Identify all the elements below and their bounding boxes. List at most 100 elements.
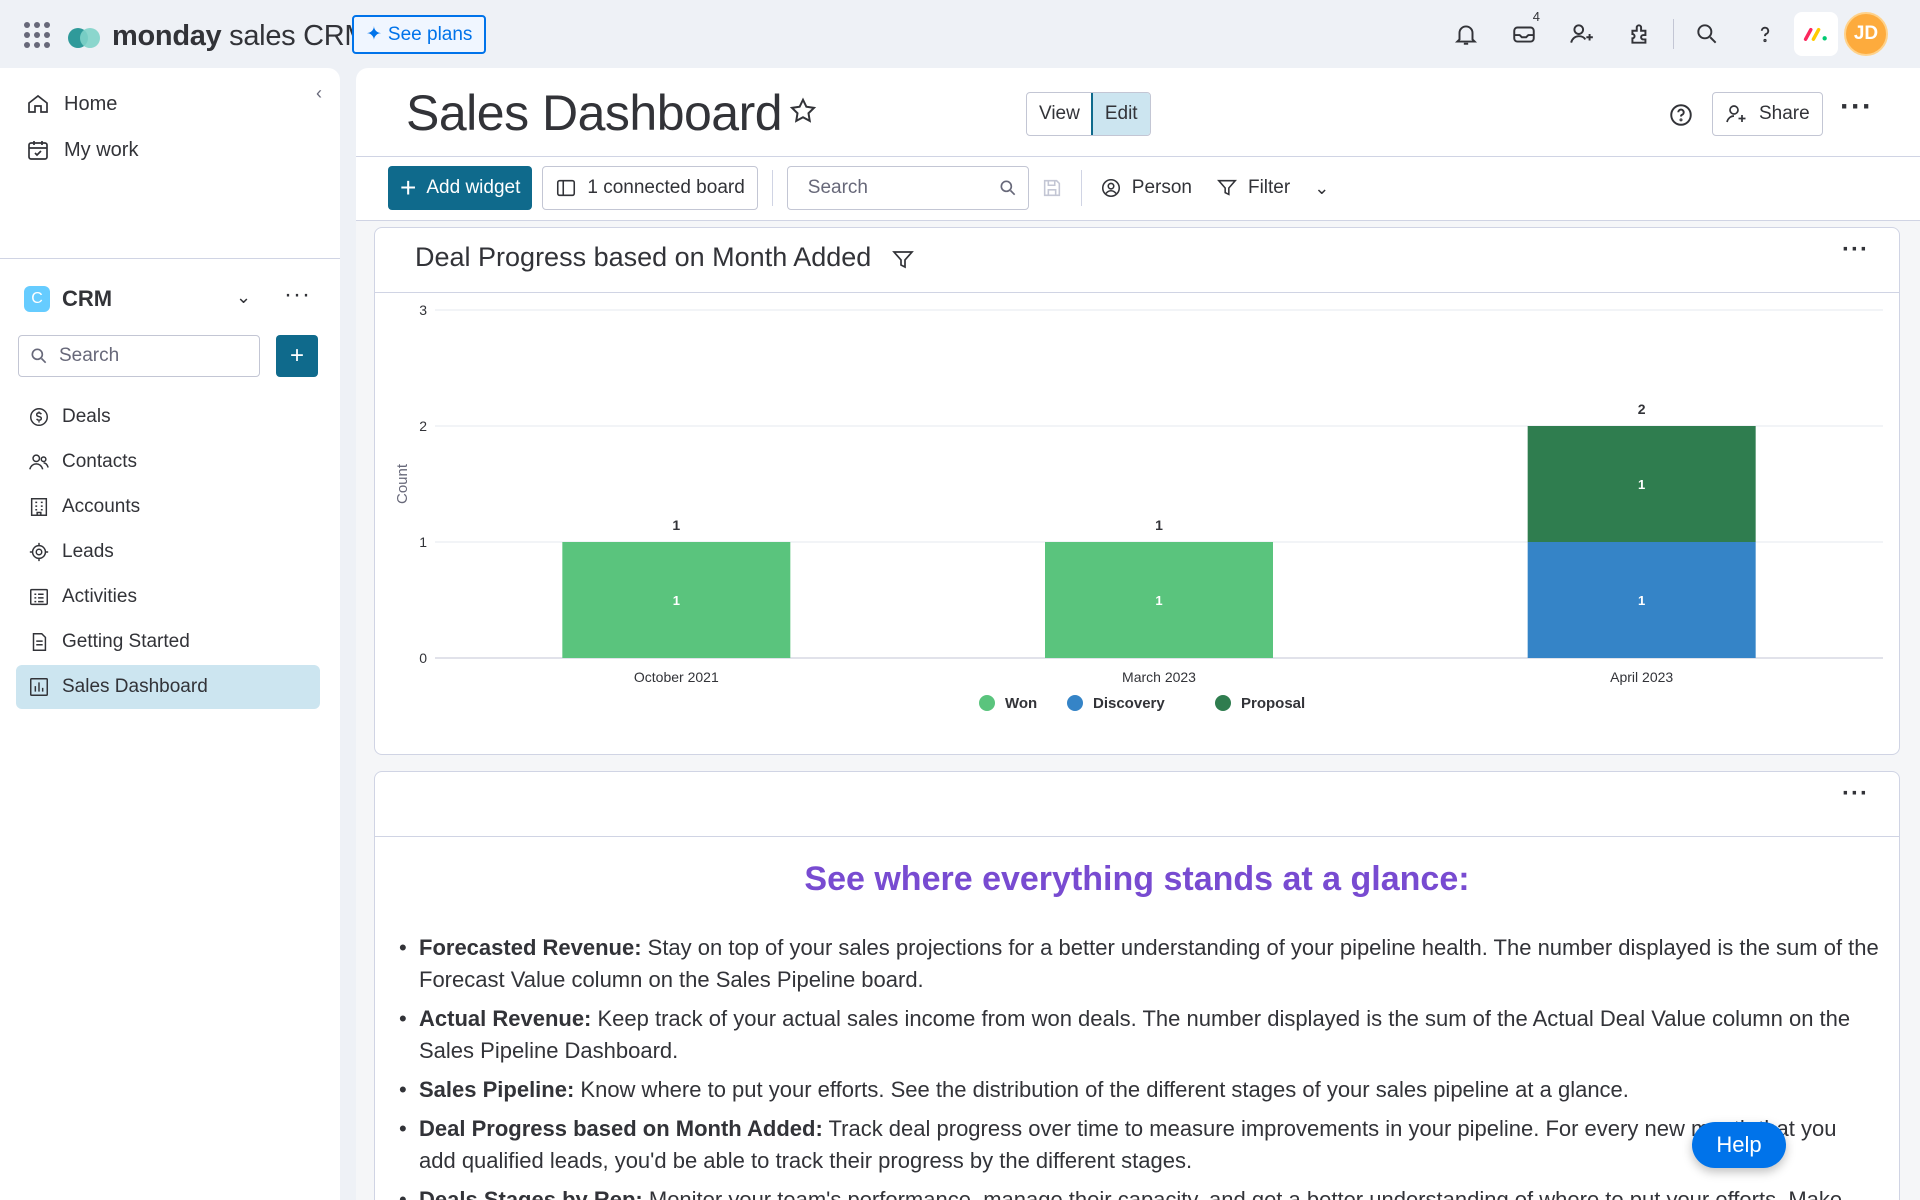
help-button[interactable]: Help xyxy=(1692,1122,1786,1168)
x-tick-label: October 2021 xyxy=(634,669,719,685)
bar-total-label: 2 xyxy=(1638,401,1646,417)
star-icon[interactable] xyxy=(788,96,818,126)
widget-more-icon[interactable]: ··· xyxy=(1842,780,1869,807)
text-widget: ··· See where everything stands at a gla… xyxy=(374,771,1900,1200)
chevron-left-icon: ‹ xyxy=(316,82,322,103)
more-options-icon[interactable]: ··· xyxy=(284,281,311,308)
divider xyxy=(375,292,1899,293)
y-tick-label: 0 xyxy=(419,650,427,666)
inbox-icon[interactable]: 4 xyxy=(1495,0,1553,68)
sidebar-item-getting-started[interactable]: Getting Started xyxy=(16,620,320,664)
integrations-icon[interactable] xyxy=(1611,0,1669,68)
contacts-icon xyxy=(29,454,49,470)
legend-label: Proposal xyxy=(1241,695,1305,712)
filter-icon[interactable] xyxy=(891,248,915,272)
apps-grid-icon[interactable] xyxy=(24,22,50,48)
share-person-icon xyxy=(1726,105,1746,123)
inbox-badge: 4 xyxy=(1529,9,1543,24)
help-icon[interactable] xyxy=(1736,0,1794,68)
sidebar-item-deals[interactable]: Deals xyxy=(16,395,320,439)
plus-icon: + xyxy=(400,172,417,203)
list-item: Actual Revenue: Keep track of your actua… xyxy=(399,1003,1879,1067)
divider xyxy=(375,836,1899,837)
search-icon xyxy=(1000,180,1016,196)
chevron-down-icon[interactable]: ⌄ xyxy=(1314,177,1330,198)
bar-segment-label: 1 xyxy=(1155,593,1162,608)
sidebar-item-leads[interactable]: Leads xyxy=(16,530,320,574)
workspace-selector[interactable]: C CRM ⌄ ··· xyxy=(24,281,324,317)
bar-segment-label: 1 xyxy=(1638,477,1645,492)
add-item-button[interactable]: + xyxy=(276,335,318,377)
top-icons: 4 JD xyxy=(1437,0,1920,68)
divider xyxy=(771,170,773,206)
filter-button[interactable]: Filter ⌄ xyxy=(1204,177,1341,199)
bar-segment xyxy=(1527,426,1756,542)
sidebar-item-contacts[interactable]: Contacts xyxy=(16,440,320,484)
bar-segment-label: 1 xyxy=(1638,593,1645,608)
sidebar-search-input[interactable]: Search xyxy=(18,335,260,377)
filter-icon xyxy=(1217,179,1237,196)
widget-title[interactable]: Deal Progress based on Month Added xyxy=(415,242,872,272)
list-item: Sales Pipeline: Know where to put your e… xyxy=(399,1074,1879,1106)
divider xyxy=(1080,170,1082,206)
y-axis-label: Count xyxy=(394,463,411,504)
monday-apps-icon[interactable] xyxy=(1794,12,1838,56)
bar-total-label: 1 xyxy=(672,517,680,533)
text-widget-heading: See where everything stands at a glance: xyxy=(804,860,1470,898)
brand-name: monday sales CRM xyxy=(112,20,369,52)
save-view-button[interactable] xyxy=(1029,177,1075,199)
legend-marker xyxy=(979,695,995,711)
legend-marker xyxy=(1067,695,1083,711)
calendar-check-icon xyxy=(28,141,48,160)
collapse-sidebar-button[interactable]: ‹ xyxy=(300,72,338,114)
sidebar-item-accounts[interactable]: Accounts xyxy=(16,485,320,529)
bar-total-label: 1 xyxy=(1155,517,1163,533)
invite-icon[interactable] xyxy=(1553,0,1611,68)
bar-segment-label: 1 xyxy=(673,593,680,608)
question-circle-icon[interactable] xyxy=(1668,102,1694,128)
connected-board-button[interactable]: 1 connected board xyxy=(542,166,758,210)
list-item: Deal Progress based on Month Added: Trac… xyxy=(399,1113,1879,1177)
bell-icon[interactable] xyxy=(1437,0,1495,68)
share-button[interactable]: Share xyxy=(1712,92,1823,136)
bar-segment xyxy=(1045,542,1273,658)
toolbar: + Add widget 1 connected board Search Pe… xyxy=(388,166,1341,210)
divider xyxy=(356,156,1920,157)
accounts-icon xyxy=(30,498,48,516)
brand-logo[interactable]: monday sales CRM xyxy=(68,20,369,53)
more-options-icon[interactable]: ··· xyxy=(1840,90,1873,123)
dashboard-search-input[interactable]: Search xyxy=(786,166,1029,210)
sidebar-item-my-work[interactable]: My work xyxy=(16,129,320,171)
list-item: Deals Stages by Rep: Monitor your team's… xyxy=(399,1184,1879,1200)
search-icon[interactable] xyxy=(1678,0,1736,68)
x-tick-label: April 2023 xyxy=(1610,669,1673,685)
home-icon xyxy=(28,94,48,113)
page-title[interactable]: Sales Dashboard xyxy=(406,85,783,141)
deals-icon xyxy=(30,408,48,426)
bar-segment xyxy=(562,542,791,658)
board-icon xyxy=(557,179,576,197)
y-tick-label: 3 xyxy=(419,302,427,318)
x-tick-label: March 2023 xyxy=(1122,669,1196,685)
sparkle-icon: ✦ xyxy=(366,24,382,45)
divider xyxy=(1673,19,1674,49)
view-mode-button[interactable]: View xyxy=(1039,103,1080,124)
see-plans-button[interactable]: ✦ See plans xyxy=(352,15,487,54)
add-widget-button[interactable]: + Add widget xyxy=(388,166,533,210)
widget-more-icon[interactable]: ··· xyxy=(1842,236,1869,263)
sidebar-item-home[interactable]: Home xyxy=(16,83,320,125)
chevron-down-icon[interactable]: ⌄ xyxy=(236,287,252,307)
bar-segment xyxy=(1527,542,1756,658)
legend-label: Discovery xyxy=(1093,695,1165,712)
person-filter-button[interactable]: Person xyxy=(1088,177,1204,199)
list-item: Forecasted Revenue: Stay on top of your … xyxy=(399,932,1879,996)
search-icon xyxy=(31,348,47,364)
dashboard-canvas: Deal Progress based on Month Added ··· 0… xyxy=(356,220,1920,1200)
avatar[interactable]: JD xyxy=(1844,12,1888,56)
edit-mode-button[interactable]: Edit xyxy=(1090,93,1150,135)
chart-widget: Deal Progress based on Month Added ··· 0… xyxy=(374,227,1900,755)
workspace-icon: C xyxy=(24,286,50,312)
sidebar-item-sales-dashboard[interactable]: Sales Dashboard xyxy=(16,665,320,709)
sidebar-item-activities[interactable]: Activities xyxy=(16,575,320,619)
info-bullet-list: Forecasted Revenue: Stay on top of your … xyxy=(399,932,1879,1200)
